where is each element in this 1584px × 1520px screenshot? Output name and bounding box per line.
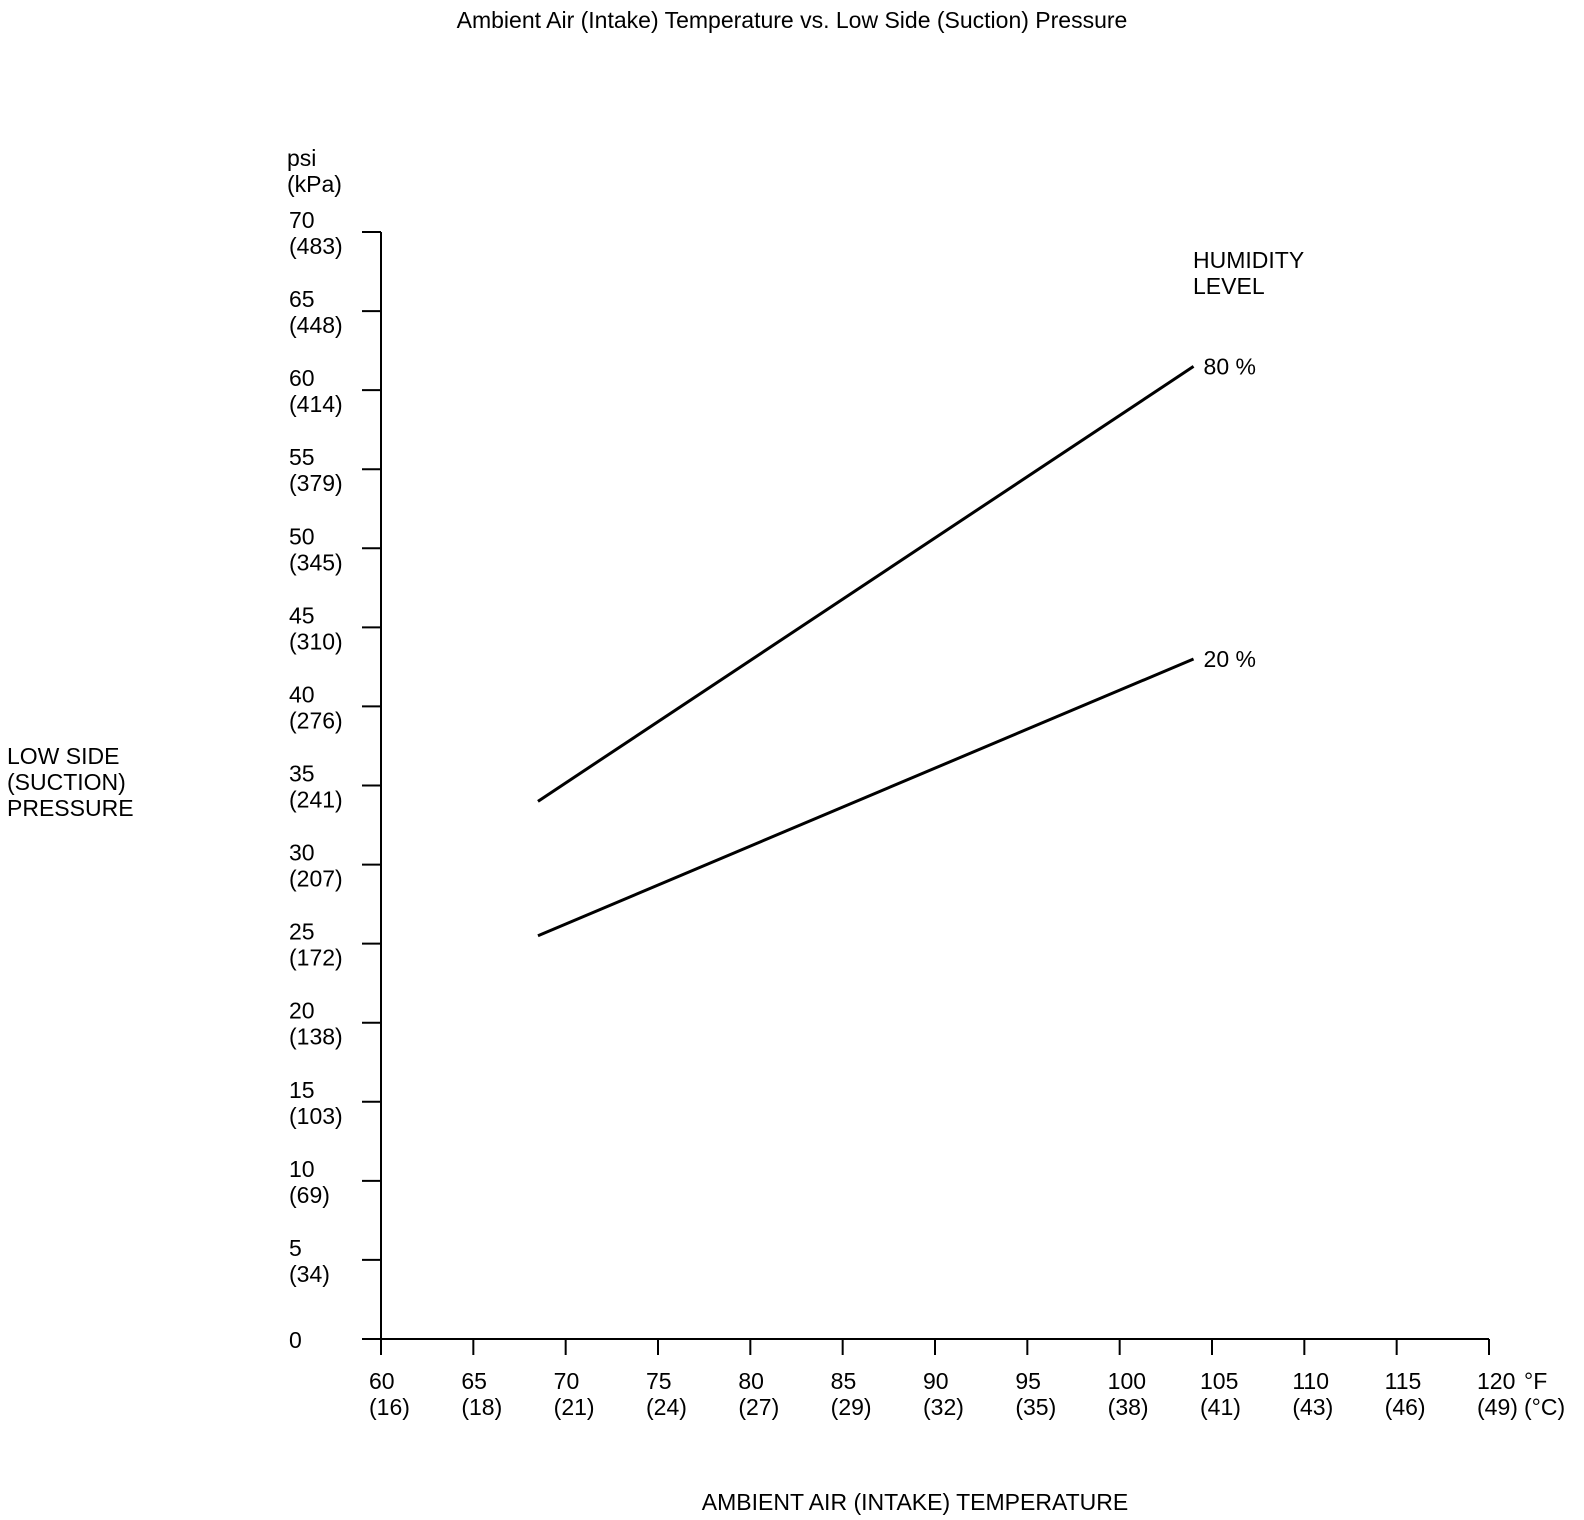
y-tick-label: 20 [289, 998, 315, 1024]
y-axis-label-line-2: (SUCTION) [7, 769, 126, 795]
x-tick-sublabel: (21) [554, 1394, 595, 1420]
y-tick-label: 50 [289, 523, 315, 549]
y-tick-sublabel: (379) [289, 470, 343, 496]
x-tick-label: 95 [1015, 1368, 1041, 1394]
y-ticks: 0 5(34) 10(69) 15(103) 20(138) 25(172) 30(207)… [289, 207, 381, 1353]
y-tick-label: 30 [289, 840, 315, 866]
x-tick-sublabel: (35) [1015, 1394, 1056, 1420]
x-unit-c: (°C) [1524, 1394, 1565, 1420]
x-tick-sublabel: (29) [831, 1394, 872, 1420]
y-tick-sublabel: (448) [289, 312, 343, 338]
y-tick-label: 40 [289, 681, 315, 707]
x-tick-sublabel: (49) [1477, 1394, 1518, 1420]
x-tick-sublabel: (46) [1385, 1394, 1426, 1420]
chart-title: Ambient Air (Intake) Temperature vs. Low… [457, 7, 1128, 33]
y-tick-label: 35 [289, 761, 315, 787]
y-tick-sublabel: (276) [289, 707, 343, 733]
y-unit-psi: psi [287, 145, 316, 171]
legend-title-line-1: HUMIDITY [1193, 247, 1304, 273]
x-tick-sublabel: (24) [646, 1394, 687, 1420]
x-tick-label: 80 [738, 1368, 764, 1394]
x-tick-sublabel: (41) [1200, 1394, 1241, 1420]
x-unit-f: °F [1524, 1368, 1547, 1394]
legend-title-line-2: LEVEL [1193, 273, 1265, 299]
x-tick-label: 105 [1200, 1368, 1238, 1394]
x-tick-label: 120 [1477, 1368, 1515, 1394]
series-line-2 [537, 657, 1195, 938]
y-tick-sublabel: (207) [289, 866, 343, 892]
x-tick-sublabel: (18) [461, 1394, 502, 1420]
x-tick-sublabel: (38) [1108, 1394, 1149, 1420]
x-tick-label: 85 [831, 1368, 857, 1394]
y-unit-kpa: (kPa) [287, 171, 342, 197]
y-tick-label: 15 [289, 1077, 315, 1103]
x-tick-label: 90 [923, 1368, 949, 1394]
x-tick-sublabel: (43) [1292, 1394, 1333, 1420]
x-tick-label: 100 [1108, 1368, 1146, 1394]
y-axis-label-line-1: LOW SIDE [7, 743, 119, 769]
y-tick-label: 0 [289, 1327, 302, 1353]
y-tick-label: 55 [289, 444, 315, 470]
y-tick-sublabel: (172) [289, 945, 343, 971]
series-group: 80 % 20 % [537, 353, 1256, 938]
x-tick-label: 110 [1292, 1368, 1329, 1394]
x-tick-label: 115 [1385, 1368, 1422, 1394]
x-axis-label: AMBIENT AIR (INTAKE) TEMPERATURE [702, 1489, 1128, 1515]
y-tick-sublabel: (483) [289, 233, 343, 259]
y-tick-label: 60 [289, 365, 315, 391]
y-tick-sublabel: (34) [289, 1261, 330, 1287]
x-tick-sublabel: (16) [369, 1394, 410, 1420]
y-tick-label: 10 [289, 1156, 315, 1182]
x-tick-sublabel: (27) [738, 1394, 779, 1420]
series-label-2: 20 % [1204, 646, 1256, 672]
y-tick-sublabel: (345) [289, 549, 343, 575]
y-tick-sublabel: (69) [289, 1182, 330, 1208]
y-tick-label: 25 [289, 919, 315, 945]
y-tick-sublabel: (241) [289, 787, 343, 813]
x-tick-sublabel: (32) [923, 1394, 964, 1420]
x-tick-label: 70 [554, 1368, 580, 1394]
x-tick-label: 65 [461, 1368, 487, 1394]
y-axis-label-line-3: PRESSURE [7, 795, 134, 821]
y-tick-label: 65 [289, 286, 315, 312]
y-tick-label: 45 [289, 602, 315, 628]
y-tick-sublabel: (138) [289, 1024, 343, 1050]
series-line-1 [537, 365, 1195, 803]
x-tick-label: 60 [369, 1368, 395, 1394]
y-tick-label: 70 [289, 207, 315, 233]
y-tick-sublabel: (310) [289, 628, 343, 654]
x-tick-label: 75 [646, 1368, 672, 1394]
series-label-1: 80 % [1204, 353, 1256, 379]
y-tick-sublabel: (414) [289, 391, 343, 417]
y-tick-sublabel: (103) [289, 1103, 343, 1129]
y-tick-label: 5 [289, 1235, 302, 1261]
x-ticks: 60(16)65(18)70(21)75(24)80(27)85(29)90(3… [369, 1339, 1518, 1420]
